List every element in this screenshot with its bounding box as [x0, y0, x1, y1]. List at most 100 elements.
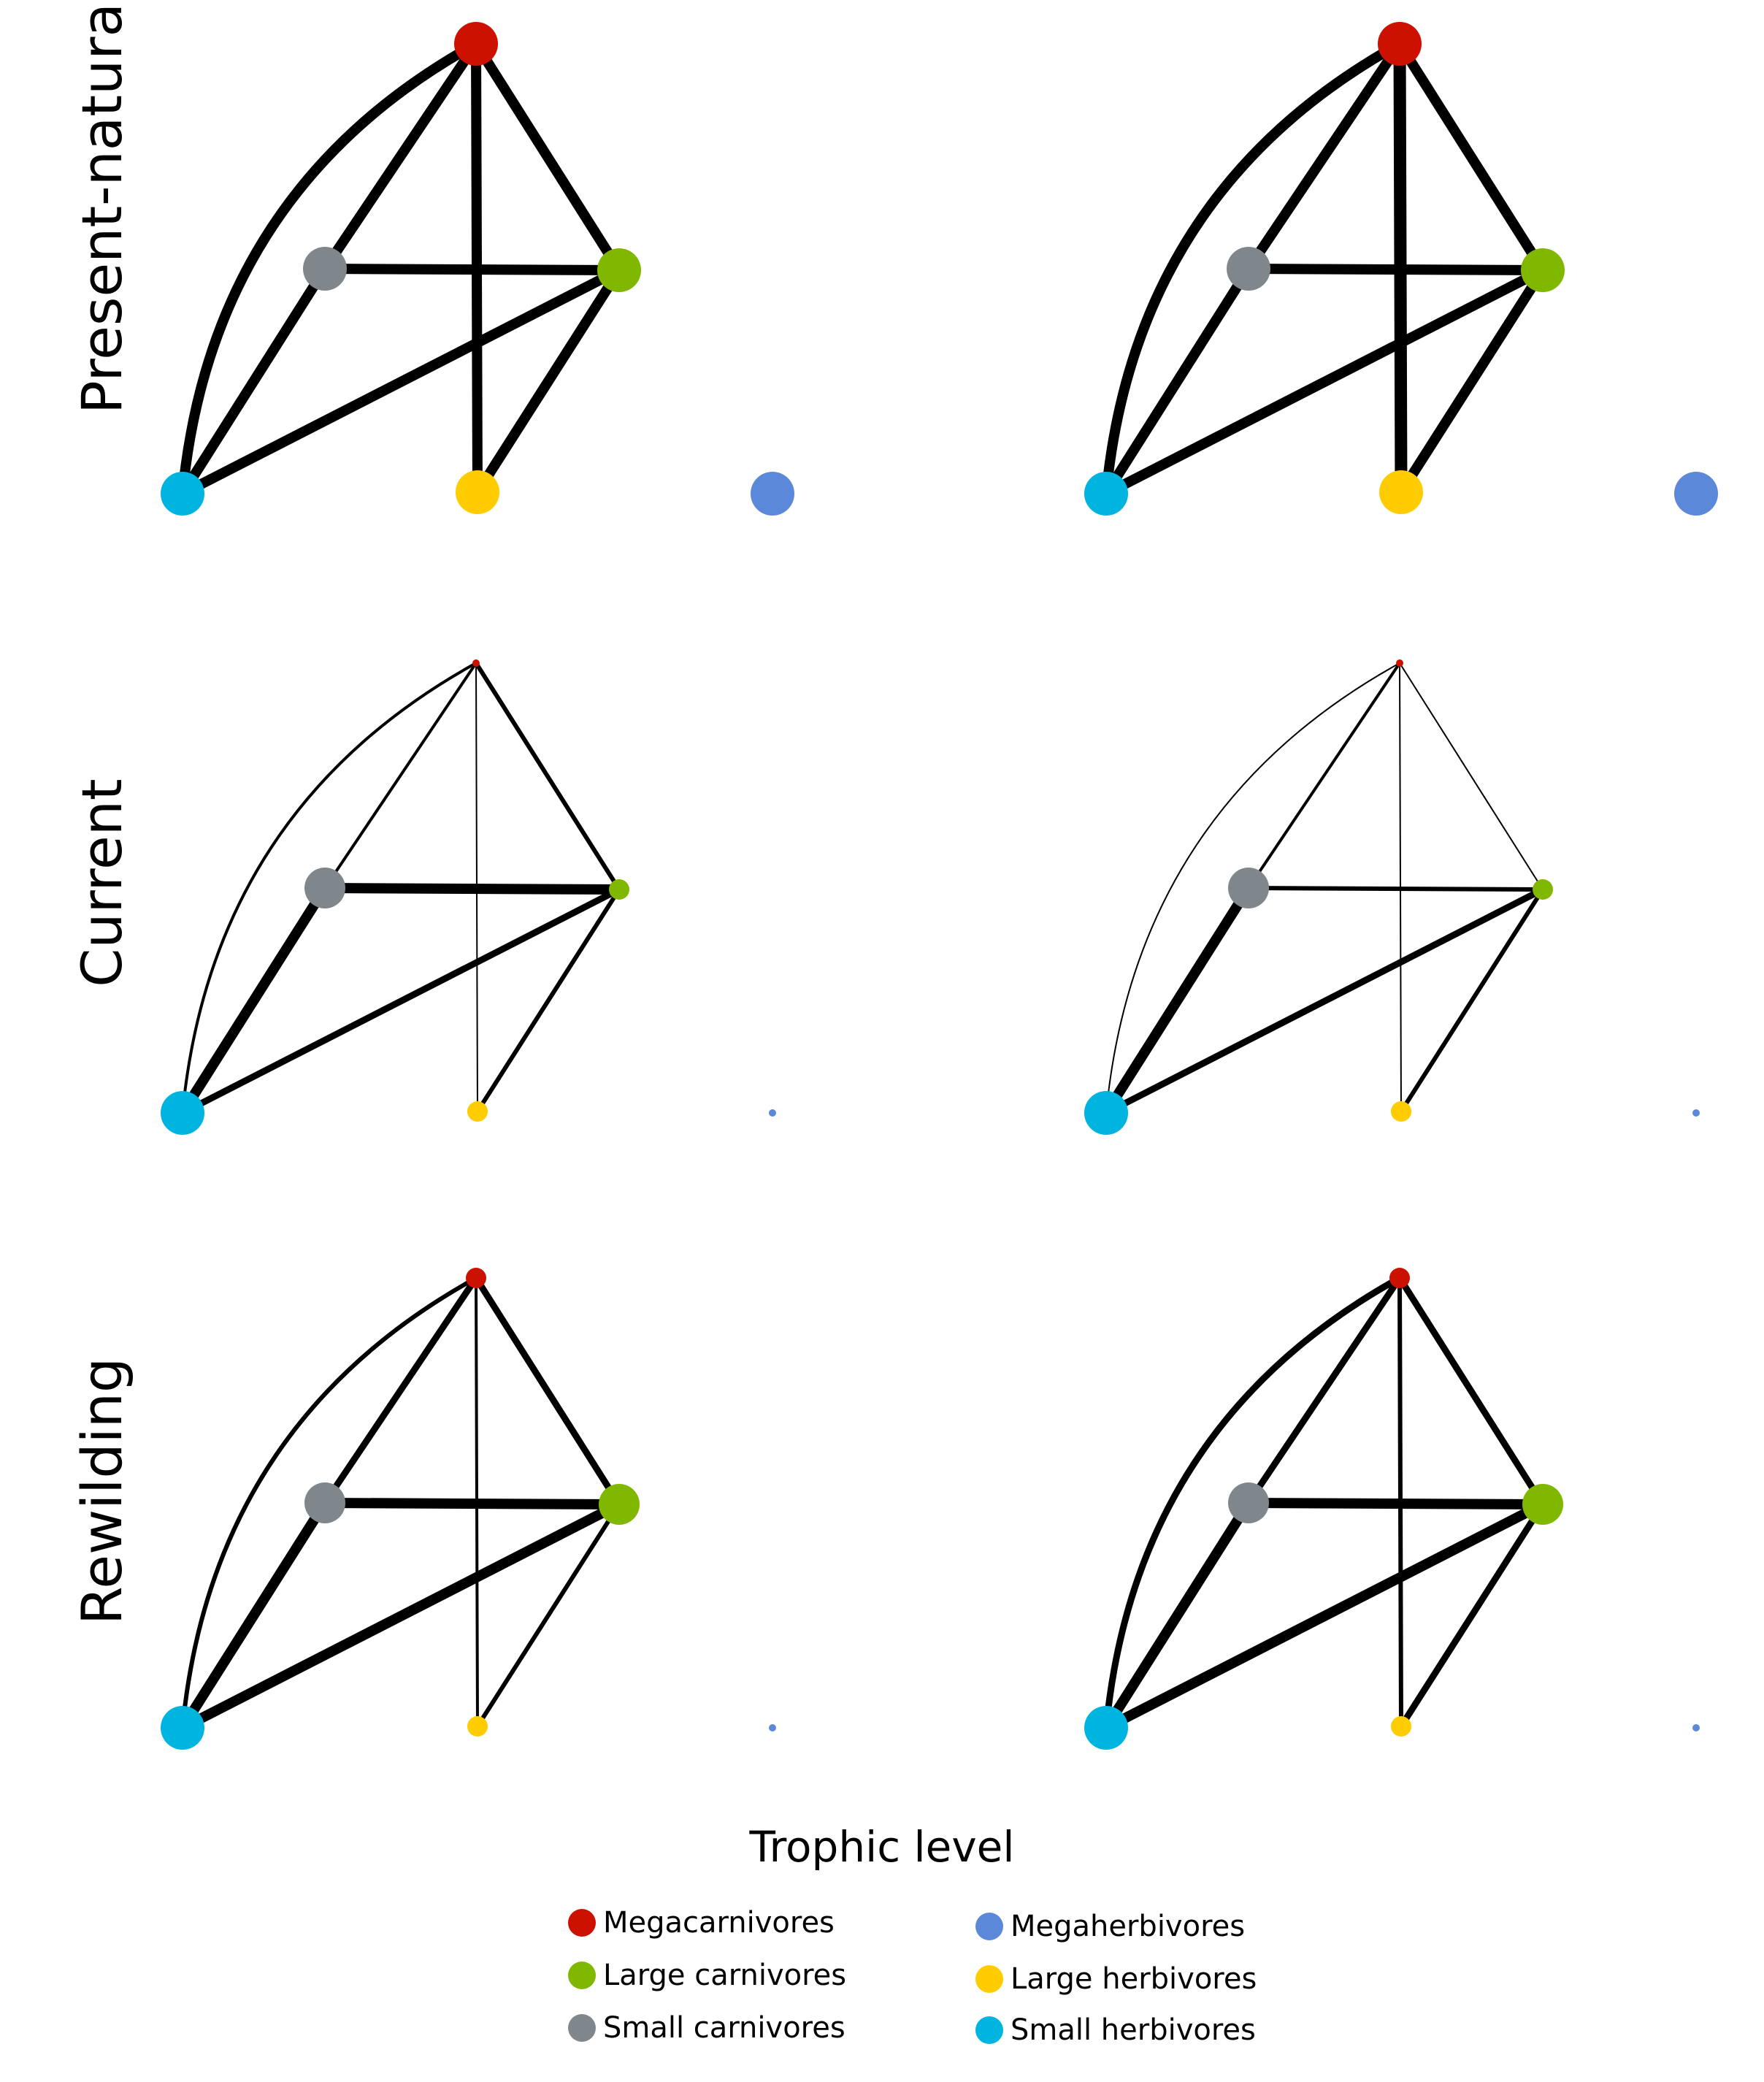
node-megaherbivores — [769, 1724, 776, 1731]
node-megaherbivores — [751, 472, 794, 516]
panel-current-1 — [161, 659, 776, 1135]
node-megacarnivores — [454, 22, 498, 66]
node-large-herbivores — [1391, 1716, 1411, 1737]
link-large-carnivores-to-small-herbivores — [1103, 1499, 1546, 1733]
link-megacarnivores-to-large-carnivores — [1397, 1276, 1546, 1507]
legend-label: Megaherbivores — [1011, 1910, 1246, 1943]
link-small-carnivores-to-small-herbivores — [1102, 885, 1253, 1116]
link-megacarnivores-to-large-carnivores — [473, 1276, 622, 1507]
node-megacarnivores — [1396, 659, 1403, 667]
legend-label: Large herbivores — [1011, 1962, 1257, 1996]
node-megacarnivores — [1389, 1268, 1410, 1288]
link-small-carnivores-to-small-herbivores — [178, 266, 329, 497]
link-small-carnivores-to-small-herbivores — [178, 1500, 329, 1731]
link-small-carnivores-to-large-carnivores — [324, 264, 620, 275]
panels-layer — [161, 22, 1718, 1750]
link-megacarnivores-to-small-carnivores — [322, 1276, 479, 1505]
link-small-carnivores-to-small-herbivores — [178, 885, 329, 1116]
node-megacarnivores — [1378, 22, 1422, 66]
node-large-herbivores — [1379, 470, 1423, 514]
row-label-current: Current — [69, 778, 134, 987]
link-megacarnivores-to-small-herbivores — [180, 1276, 478, 1729]
legend-item-megacarnivores: Megacarnivores — [568, 1906, 835, 1940]
legend-label: Small carnivores — [603, 2011, 845, 2045]
link-small-carnivores-to-large-carnivores — [1248, 1498, 1544, 1509]
link-large-carnivores-to-small-herbivores — [180, 1499, 622, 1733]
node-small-carnivores — [1227, 247, 1270, 291]
link-megacarnivores-to-small-carnivores — [1244, 41, 1404, 272]
node-large-carnivores — [1521, 248, 1565, 292]
legend-swatch — [568, 1962, 596, 1989]
node-megaherbivores — [1692, 1109, 1700, 1117]
row-label-rewilding: Rewilding — [69, 1357, 134, 1626]
node-large-herbivores — [456, 470, 499, 514]
legend-title: Trophic level — [749, 1822, 1015, 1872]
link-large-carnivores-to-small-herbivores — [180, 886, 621, 1117]
node-small-herbivores — [1084, 1091, 1128, 1135]
legend-label: Megacarnivores — [603, 1906, 835, 1940]
node-small-herbivores — [161, 1091, 204, 1135]
node-large-carnivores — [597, 248, 641, 292]
link-megacarnivores-to-small-carnivores — [1247, 662, 1401, 889]
link-large-carnivores-to-small-herbivores — [1103, 265, 1546, 499]
link-megacarnivores-to-large-carnivores — [472, 41, 624, 273]
link-large-carnivores-to-small-herbivores — [180, 265, 622, 499]
link-large-carnivores-to-large-herbivores — [1399, 888, 1545, 1113]
node-megacarnivores — [472, 659, 480, 667]
node-small-herbivores — [161, 1706, 204, 1750]
link-small-carnivores-to-small-herbivores — [1102, 1500, 1253, 1731]
panel-present-natural-1 — [161, 22, 794, 516]
link-large-carnivores-to-large-herbivores — [475, 888, 621, 1113]
link-megacarnivores-to-small-herbivores — [1101, 39, 1403, 494]
node-small-carnivores — [1228, 1482, 1269, 1523]
node-small-carnivores — [1228, 868, 1269, 908]
node-large-herbivores — [467, 1101, 488, 1122]
legend-item-large-carnivores: Large carnivores — [568, 1959, 846, 1992]
node-megacarnivores — [466, 1268, 486, 1288]
node-megaherbivores — [769, 1109, 776, 1117]
node-large-carnivores — [1533, 879, 1553, 900]
node-large-carnivores — [599, 1484, 640, 1525]
link-large-carnivores-to-large-herbivores — [475, 1503, 621, 1728]
link-small-carnivores-to-large-carnivores — [1248, 264, 1544, 275]
legend-swatch — [568, 1909, 596, 1937]
link-small-carnivores-to-small-herbivores — [1102, 266, 1253, 497]
legend-swatch — [975, 2016, 1003, 2044]
link-large-carnivores-to-large-herbivores — [1397, 267, 1547, 495]
link-megacarnivores-to-small-carnivores — [1246, 1276, 1403, 1505]
link-megacarnivores-to-small-carnivores — [321, 41, 480, 272]
link-small-carnivores-to-large-carnivores — [324, 1498, 620, 1509]
row-label-present-natural: Present-natural — [69, 0, 134, 414]
node-large-herbivores — [467, 1716, 488, 1737]
link-large-carnivores-to-small-herbivores — [1104, 886, 1545, 1117]
legend-item-large-herbivores: Large herbivores — [975, 1962, 1257, 1996]
node-small-carnivores — [304, 868, 345, 908]
node-small-herbivores — [161, 472, 204, 516]
node-small-carnivores — [304, 1482, 345, 1523]
panel-present-natural-2 — [1084, 22, 1718, 516]
link-megacarnivores-to-small-herbivores — [1105, 662, 1400, 1114]
panel-rewilding-2 — [1084, 1268, 1700, 1750]
legend-swatch — [975, 1913, 1003, 1940]
link-megacarnivores-to-small-herbivores — [181, 662, 477, 1114]
link-small-carnivores-to-large-carnivores — [1248, 886, 1544, 892]
panel-current-2 — [1084, 659, 1700, 1135]
node-megaherbivores — [1674, 472, 1718, 516]
link-megacarnivores-to-small-herbivores — [1102, 1275, 1402, 1729]
link-megacarnivores-to-large-carnivores — [474, 662, 621, 891]
node-large-carnivores — [609, 879, 629, 900]
legend-item-megaherbivores: Megaherbivores — [975, 1910, 1245, 1943]
link-megacarnivores-to-large-carnivores — [1395, 41, 1547, 273]
legend-swatch — [568, 2014, 596, 2042]
node-megaherbivores — [1692, 1724, 1700, 1731]
link-large-carnivores-to-large-herbivores — [473, 267, 624, 495]
legend-swatch — [975, 1965, 1003, 1993]
link-small-carnivores-to-large-carnivores — [324, 883, 620, 895]
node-large-herbivores — [1391, 1101, 1411, 1122]
node-small-herbivores — [1084, 1706, 1128, 1750]
legend-label: Large carnivores — [603, 1959, 847, 1992]
link-megacarnivores-to-large-carnivores — [1399, 662, 1544, 890]
link-megacarnivores-to-small-herbivores — [177, 39, 479, 494]
link-large-carnivores-to-large-herbivores — [1398, 1502, 1546, 1729]
